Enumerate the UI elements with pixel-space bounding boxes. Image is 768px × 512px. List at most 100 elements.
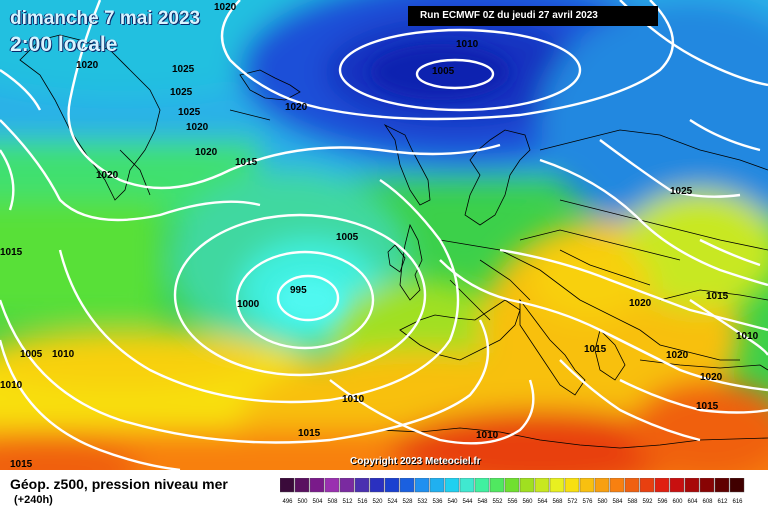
legend-swatch	[654, 478, 670, 493]
legend-swatch	[384, 478, 400, 493]
isobar-label: 1015	[584, 344, 607, 355]
legend-tick-label: 584	[612, 499, 623, 505]
legend-swatch	[399, 478, 415, 493]
legend-tick-label: 596	[657, 499, 668, 505]
isobar-label: 1025	[170, 87, 193, 98]
legend-swatch	[414, 478, 430, 493]
isobar-label: 1020	[96, 170, 119, 181]
isobar-label: 1015	[298, 428, 321, 439]
legend-swatch	[489, 478, 505, 493]
isobar-label: 1010	[456, 39, 479, 50]
legend-swatch	[594, 478, 610, 493]
legend-tick-label: 508	[327, 499, 338, 505]
isobar-label: 1020	[700, 372, 723, 383]
isobar-label: 1010	[736, 331, 759, 342]
forecast-time: 2:00 locale	[10, 33, 118, 56]
legend-tick-label: 572	[567, 499, 578, 505]
legend-swatch	[684, 478, 700, 493]
forecast-range: (+240h)	[14, 494, 53, 506]
isobar-label: 1025	[178, 107, 201, 118]
isobar-label: 1000	[237, 299, 260, 310]
legend-tick-label: 512	[342, 499, 353, 505]
isobar-label: 1010	[0, 380, 23, 391]
legend-swatch	[504, 478, 520, 493]
legend-tick-label: 532	[417, 499, 428, 505]
legend-tick-label: 496	[282, 499, 293, 505]
legend-swatch	[369, 478, 385, 493]
legend-swatch	[624, 478, 640, 493]
legend-tick-label: 568	[552, 499, 563, 505]
isobar-label: 1020	[285, 102, 308, 113]
isobar-labels: 1020 1020 1025 1025 1025 1020 1020 1020 1015 1010…	[0, 2, 759, 470]
isobar-label: 1005	[336, 232, 359, 243]
isobar-label: 1010	[476, 430, 499, 441]
legend-tick-label: 552	[492, 499, 503, 505]
copyright-notice: Copyright 2023 Meteociel.fr	[350, 456, 481, 467]
legend-tick-label: 600	[672, 499, 683, 505]
legend-swatch	[324, 478, 340, 493]
legend-tick-label: 528	[402, 499, 413, 505]
isobar-label: 1015	[706, 291, 729, 302]
legend-tick-label: 564	[537, 499, 548, 505]
legend-tick-label: 612	[717, 499, 728, 505]
isobars	[0, 0, 768, 470]
legend-swatch	[549, 478, 565, 493]
legend-tick-label: 608	[702, 499, 713, 505]
isobar-label: 1005	[432, 66, 455, 77]
isobar-label: 995	[290, 285, 307, 296]
legend-swatch	[669, 478, 685, 493]
isobar-label: 1010	[52, 349, 75, 360]
legend-tick-label: 500	[297, 499, 308, 505]
legend-swatch	[564, 478, 580, 493]
legend-swatch	[714, 478, 730, 493]
isobar-label: 1020	[186, 122, 209, 133]
model-run-info: Run ECMWF 0Z du jeudi 27 avril 2023	[408, 6, 658, 26]
isobar-label: 1025	[670, 186, 693, 197]
legend-swatch	[280, 478, 295, 493]
legend-swatch	[609, 478, 625, 493]
legend-tick-label: 588	[627, 499, 638, 505]
legend-tick-label: 548	[477, 499, 488, 505]
legend-tick-label: 536	[432, 499, 443, 505]
legend-swatch	[699, 478, 715, 493]
isobar-label: 1020	[214, 2, 237, 13]
legend-tick-label: 560	[522, 499, 533, 505]
legend-swatch	[459, 478, 475, 493]
legend-swatch	[339, 478, 355, 493]
legend-tick-label: 540	[447, 499, 458, 505]
isobar-label: 1005	[20, 349, 43, 360]
color-scale-legend: 496 500 504 508 512 516 520 524 528 532 536 540 544 5…	[280, 478, 745, 505]
legend-swatch	[579, 478, 595, 493]
isobar-label: 1020	[629, 298, 652, 309]
legend-swatch	[309, 478, 325, 493]
legend-tick-label: 504	[312, 499, 323, 505]
legend-swatch	[294, 478, 310, 493]
isobar-label: 1010	[342, 394, 365, 405]
legend-tick-label: 544	[462, 499, 473, 505]
legend-swatch	[444, 478, 460, 493]
legend-tick-label: 516	[357, 499, 368, 505]
isobar-label: 1020	[195, 147, 218, 158]
isobar-label: 1025	[172, 64, 195, 75]
legend-tick-label: 604	[687, 499, 698, 505]
legend-swatch	[639, 478, 655, 493]
legend-tick-label: 576	[582, 499, 593, 505]
legend-tick-label: 524	[387, 499, 398, 505]
isobar-label: 1015	[10, 459, 33, 470]
isobar-label: 1015	[0, 247, 23, 258]
geopotential-field	[0, 0, 768, 470]
isobar-label: 1020	[76, 60, 99, 71]
legend-tick-label: 592	[642, 499, 653, 505]
legend-tick-label: 556	[507, 499, 518, 505]
legend-swatch	[729, 478, 745, 493]
forecast-date: dimanche 7 mai 2023	[10, 8, 201, 29]
isobar-label: 1015	[235, 157, 258, 168]
legend-swatch	[519, 478, 535, 493]
legend-tick-label: 616	[732, 499, 743, 505]
legend-swatch	[429, 478, 445, 493]
legend-tick-label: 580	[597, 499, 608, 505]
map-title: Géop. z500, pression niveau mer	[10, 476, 228, 492]
isobar-label: 1015	[696, 401, 719, 412]
legend-tick-label: 520	[372, 499, 383, 505]
